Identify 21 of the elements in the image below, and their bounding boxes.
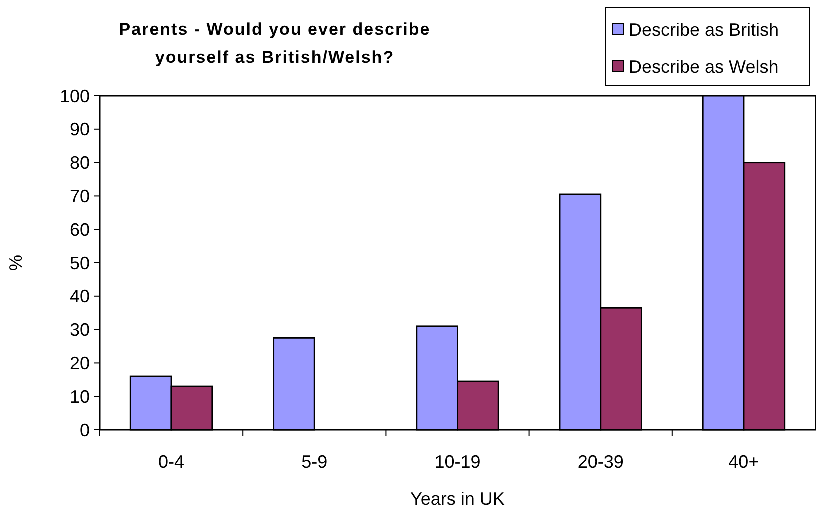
y-tick-label: 60	[70, 220, 90, 240]
y-tick-label: 0	[80, 420, 90, 440]
y-tick-label: 80	[70, 153, 90, 174]
x-axis-title: Years in UK	[410, 489, 505, 509]
y-axis-title: %	[6, 254, 26, 272]
legend-label: Describe as British	[629, 20, 780, 40]
y-tick-label: 90	[70, 120, 90, 140]
x-tick-label: 0-4	[158, 452, 185, 472]
y-tick-label: 20	[70, 354, 90, 374]
x-tick-label: 5-9	[302, 452, 328, 472]
y-tick-label: 10	[70, 386, 90, 407]
x-tick-label: 40+	[728, 452, 760, 472]
y-tick-label: 30	[70, 320, 90, 340]
chart-title: Parents - Would you ever describe yourself as British/Welsh?	[119, 20, 431, 67]
legend-label: Describe as Welsh	[629, 56, 779, 77]
y-tick-label: 100	[60, 86, 90, 106]
x-tick-label: 20-39	[578, 452, 624, 472]
x-tick-label: 10-19	[434, 452, 481, 472]
y-tick-label: 40	[70, 286, 90, 307]
y-tick-label: 50	[70, 253, 90, 274]
y-tick-label: 70	[70, 186, 90, 206]
